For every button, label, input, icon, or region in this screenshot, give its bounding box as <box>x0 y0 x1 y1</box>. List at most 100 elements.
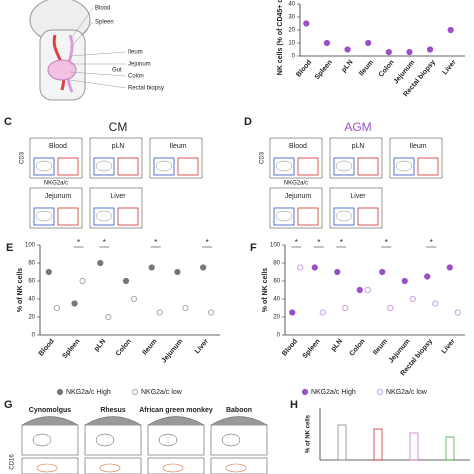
species-label: Rhesus <box>100 407 125 414</box>
x-tick-label: Blood <box>38 338 56 358</box>
data-point <box>379 268 386 276</box>
data-point <box>289 309 296 316</box>
gate-label: Liver <box>110 193 126 200</box>
data-point <box>319 309 326 316</box>
cell-cloud <box>395 160 413 172</box>
data-point <box>401 277 408 285</box>
x-tick-label: Spleen <box>61 338 81 360</box>
sig-star: * <box>103 238 106 247</box>
gate-label: Ileum <box>169 143 186 150</box>
data-point <box>156 309 163 316</box>
y-tick-label: 20 <box>273 315 280 321</box>
data-point <box>182 304 189 312</box>
panel-letter: G <box>4 399 13 411</box>
sig-star: * <box>385 238 388 247</box>
data-point <box>432 300 439 307</box>
axis-label: NKG2a/c <box>284 181 308 187</box>
y-tick-label: 40 <box>273 297 280 303</box>
cell-cloud <box>36 463 58 473</box>
gate <box>153 157 175 176</box>
y-tick-label: 100 <box>270 243 281 249</box>
gate <box>333 207 355 226</box>
gate-label: Blood <box>289 143 307 150</box>
flow-box <box>21 424 79 456</box>
cell-cloud <box>225 463 247 473</box>
axis-label: CD3 <box>20 151 26 164</box>
y-tick-label: 0 <box>32 333 36 339</box>
leader <box>69 51 127 57</box>
data-point <box>79 277 86 285</box>
flow-box <box>21 457 79 474</box>
leader <box>69 79 127 89</box>
y-axis-label: % of NK cells <box>262 268 269 312</box>
shape <box>409 432 419 461</box>
histogram <box>210 416 268 426</box>
gate-label: pLN <box>112 143 125 150</box>
cell-cloud <box>155 160 173 172</box>
gate <box>57 157 79 176</box>
x-tick-label: Spleen <box>314 59 334 81</box>
gate <box>117 207 139 226</box>
x-tick-label: Colon <box>349 338 367 358</box>
data-point <box>344 46 351 53</box>
sig-star: * <box>317 238 320 247</box>
leader <box>69 71 127 77</box>
histogram <box>147 416 205 426</box>
gate <box>297 157 319 176</box>
gate <box>417 157 439 176</box>
gate-label: Blood <box>49 143 67 150</box>
gate <box>57 207 79 226</box>
cell-cloud <box>32 433 52 447</box>
cell-cloud <box>275 160 293 172</box>
panel-letter: E <box>6 242 13 254</box>
y-axis-label: % of NK cells <box>17 268 24 312</box>
legend-marker <box>131 388 139 396</box>
shape <box>337 424 347 461</box>
panel-letter: F <box>250 242 257 254</box>
data-point <box>424 273 431 280</box>
gate <box>93 157 115 176</box>
legend-label: NKG2a/c low <box>386 389 428 396</box>
shape <box>373 428 383 461</box>
x-tick-label: pLN <box>330 338 344 353</box>
data-point <box>406 49 413 56</box>
data-point <box>409 295 416 303</box>
cell-cloud <box>162 463 184 473</box>
data-point <box>387 304 394 312</box>
leader <box>69 21 94 49</box>
panel-letter: D <box>244 116 252 128</box>
gate <box>273 207 295 226</box>
data-point <box>454 309 461 316</box>
sig-star: * <box>430 238 433 247</box>
flow-box <box>147 424 205 456</box>
sig-star: * <box>206 238 209 247</box>
legend-marker <box>376 388 384 396</box>
y-tick-label: 20 <box>288 28 295 34</box>
x-tick-label: Colon <box>378 59 396 79</box>
species-label: Baboon <box>226 407 252 414</box>
gate <box>177 157 199 176</box>
y-tick-label: 80 <box>273 261 280 267</box>
histogram <box>21 416 79 426</box>
panel-title: CM <box>109 120 128 134</box>
axis-label: NKG2a/c <box>44 181 68 187</box>
data-point <box>364 286 371 294</box>
data-point <box>53 304 60 312</box>
y-tick-label: 40 <box>28 297 35 303</box>
body-diagram <box>29 0 91 101</box>
x-tick-label: Jejunum <box>161 338 185 365</box>
data-point <box>105 313 112 321</box>
gate <box>393 157 415 176</box>
cell-cloud <box>335 210 353 222</box>
species-label: African green monkey <box>139 407 213 414</box>
gate <box>33 157 55 176</box>
cell-cloud <box>95 433 115 447</box>
x-tick-label: Jejunum <box>388 338 412 365</box>
gate <box>93 207 115 226</box>
gate <box>117 157 139 176</box>
y-tick-label: 100 <box>25 243 36 249</box>
x-tick-label: Blood <box>281 338 299 358</box>
legend-marker <box>56 388 64 396</box>
legend-label: NKG2a/c low <box>141 389 183 396</box>
